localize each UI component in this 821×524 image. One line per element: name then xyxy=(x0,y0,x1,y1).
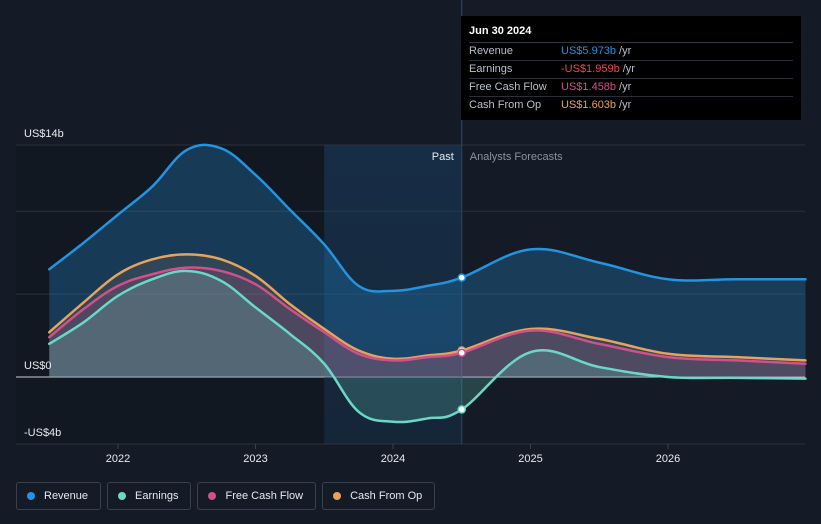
tooltip-value: US$5.973b xyxy=(561,45,617,57)
earnings-dot-icon xyxy=(118,492,127,500)
legend-item-earnings[interactable]: Earnings xyxy=(107,482,192,510)
legend-item-cash-from-op[interactable]: Cash From Op xyxy=(322,482,436,510)
tooltip-unit: /yr xyxy=(619,99,632,111)
tooltip-label: Earnings xyxy=(469,63,513,75)
tooltip-row-earnings: Earnings -US$1.959b /yr xyxy=(469,61,793,79)
legend-label: Earnings xyxy=(135,490,179,502)
y-tick-label: US$0 xyxy=(24,360,52,372)
tooltip-label: Revenue xyxy=(469,45,514,57)
free-cash-flow-dot-icon xyxy=(208,492,217,500)
free-cash-flow-area xyxy=(49,267,806,377)
x-tick-label: 2026 xyxy=(656,453,680,465)
x-tick-label: 2023 xyxy=(243,453,267,465)
cash-from-op-line xyxy=(48,253,807,362)
x-tick-label: 2024 xyxy=(381,453,405,465)
tooltip-row-revenue: Revenue US$5.973b /yr xyxy=(469,43,793,61)
tooltip-label: Cash From Op xyxy=(469,99,542,111)
past-highlight-band xyxy=(324,145,462,444)
legend-label: Free Cash Flow xyxy=(225,490,304,502)
tooltip-unit: /yr xyxy=(622,63,635,75)
earnings-line xyxy=(48,269,807,424)
y-tick-label: US$14b xyxy=(24,128,64,140)
y-tick-label: -US$4b xyxy=(24,427,61,439)
tooltip: Jun 30 2024 Revenue US$5.973b /yr Earnin… xyxy=(461,16,801,120)
tooltip-value: -US$1.959b xyxy=(561,63,620,75)
earnings-point xyxy=(457,405,466,414)
revenue-area xyxy=(49,144,806,377)
revenue-point xyxy=(457,273,466,282)
axis-labels: US$14b US$0 -US$4b 2022 2023 2024 2025 2026 Past… xyxy=(24,128,680,465)
tooltip-unit: /yr xyxy=(619,81,632,93)
earnings-area xyxy=(49,270,806,423)
revenue-dot-icon xyxy=(27,492,35,500)
x-tick-label: 2025 xyxy=(518,453,542,465)
legend-label: Cash From Op xyxy=(350,490,423,502)
legend-item-revenue[interactable]: Revenue xyxy=(16,482,102,510)
legend-label: Revenue xyxy=(44,490,89,502)
revenue-line xyxy=(48,143,807,293)
free-cash-flow-point xyxy=(457,348,466,358)
free-cash-flow-line xyxy=(48,266,807,365)
tooltip-unit: /yr xyxy=(619,45,632,57)
tooltip-value: US$1.603b xyxy=(561,99,617,111)
tooltip-label: Free Cash Flow xyxy=(469,81,547,93)
tooltip-value: US$1.458b xyxy=(561,81,617,93)
cash-from-op-dot-icon xyxy=(333,492,342,500)
x-tick-label: 2022 xyxy=(106,453,130,465)
past-highlight xyxy=(324,145,462,444)
tooltip-row-cash-from-op: Cash From Op US$1.603b /yr xyxy=(469,97,793,114)
past-label: Past xyxy=(432,151,454,163)
forecast-label: Analysts Forecasts xyxy=(470,151,563,163)
series-markers xyxy=(457,273,466,414)
legend-item-free-cash-flow[interactable]: Free Cash Flow xyxy=(197,482,317,510)
series-lines xyxy=(48,143,807,424)
legend: Revenue Earnings Free Cash Flow Cash Fro… xyxy=(16,482,436,510)
tooltip-date: Jun 30 2024 xyxy=(469,24,793,43)
tooltip-row-free-cash-flow: Free Cash Flow US$1.458b /yr xyxy=(469,79,793,97)
